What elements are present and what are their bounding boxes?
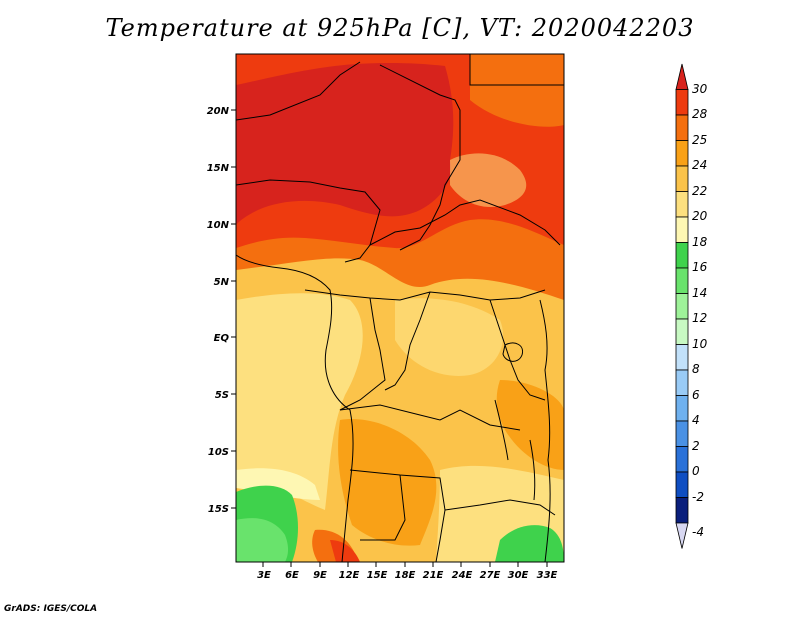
lat-label-15n: 15N [207,163,230,174]
colorbar-swatch [675,318,689,345]
colorbar-swatch [675,216,689,243]
colorbar-swatch [675,471,689,498]
lake-malawi [529,439,536,501]
lon-label-3e: 3E [257,570,271,581]
longitude-labels: 3E 6E 9E 12E 15E 18E 21E 24E 27E 30E 33E [257,570,557,581]
border-northeast [469,54,564,86]
lon-label-18e: 18E [395,570,416,581]
map-title: Temperature at 925hPa [C], VT: 202004220… [105,14,695,42]
colorbar-bottom-arrow [675,522,689,549]
cb-label: 24 [692,158,707,172]
lat-label-10n: 10N [207,220,230,231]
colorbar-swatch [675,344,689,371]
border-central-3 [384,291,431,391]
cb-label: 28 [692,107,708,121]
latitude-axis [231,109,236,509]
lon-label-6e: 6E [285,570,299,581]
lon-label-21e: 21E [423,570,444,581]
cb-label: 20 [692,209,708,223]
band-22-northeast [450,153,527,208]
band-16-southeast [495,525,564,562]
temperature-field [236,54,564,562]
map-frame [235,53,565,563]
cb-label: 25 [692,133,707,147]
colorbar-top-arrow [675,63,689,90]
longitude-axis [262,562,548,567]
colorbar-swatch [675,369,689,396]
colorbar-swatch [675,420,689,447]
band-20-west [236,293,363,510]
border-sahel-2 [369,199,561,246]
cb-label: -2 [692,490,704,504]
lake-tanganyika [494,399,509,461]
lake-victoria [502,342,524,362]
lon-label-12e: 12E [339,570,360,581]
cb-label: 18 [692,235,708,249]
lat-label-5n: 5N [214,277,230,288]
lon-label-9e: 9E [313,570,327,581]
country-borders [236,54,564,562]
colorbar-swatch [675,497,689,524]
cb-label: 12 [692,311,707,325]
lat-label-10s: 10S [208,447,229,458]
cb-label: 6 [692,388,700,402]
colorbar-swatch [675,242,689,269]
lat-label-5s: 5S [215,390,229,401]
lon-label-15e: 15E [367,570,388,581]
band-18-coast [236,468,320,500]
cb-label: 22 [692,184,707,198]
colorbar-swatch [675,89,689,116]
cb-label: 4 [692,413,700,427]
colorbar [675,63,689,549]
border-central-2 [339,297,386,411]
colorbar-swatch [675,191,689,218]
cb-label: 2 [692,439,700,453]
colorbar-swatch [675,267,689,294]
border-sahara-1 [236,61,361,121]
cb-label: 0 [692,464,700,478]
lon-label-30e: 30E [508,570,529,581]
colorbar-swatch [675,395,689,422]
cb-label: -4 [692,525,704,539]
cb-label: 16 [692,260,708,274]
cb-label: 30 [692,82,708,96]
colorbar-swatch [675,165,689,192]
lon-label-27e: 27E [480,570,501,581]
colorbar-swatch [675,293,689,320]
lon-label-33e: 33E [537,570,558,581]
colorbar-swatch [675,114,689,141]
colorbar-swatch [675,140,689,167]
cb-label: 8 [692,362,700,376]
band-24-south [338,419,437,546]
border-sahel-1 [236,179,381,263]
band-30-north [236,63,454,225]
border-east-1 [489,299,546,401]
colorbar-swatch [675,446,689,473]
band-14-southwest [236,518,289,562]
colorbar-labels: 30 28 25 24 22 20 18 16 14 12 10 8 6 4 2… [692,82,708,539]
band-20-central [395,298,504,376]
border-south-3 [444,499,556,516]
lat-label-eq: EQ [214,333,230,344]
cb-label: 14 [692,286,707,300]
border-south-4 [360,474,406,541]
latitude-labels: 20N 15N 10N 5N EQ 5S 10S 15S [207,106,230,515]
border-sahara-2 [379,64,461,251]
cb-label: 10 [692,337,708,351]
border-south-2 [349,469,446,562]
border-south-1 [339,404,521,431]
lon-label-24e: 24E [452,570,473,581]
band-28-southwest [330,540,360,562]
lat-label-15s: 15S [208,504,229,515]
grads-credit: GrADS: IGES/COLA [4,604,98,614]
band-24-southeast [496,380,564,470]
coastline-west [236,254,354,562]
lat-label-20n: 20N [207,106,230,117]
